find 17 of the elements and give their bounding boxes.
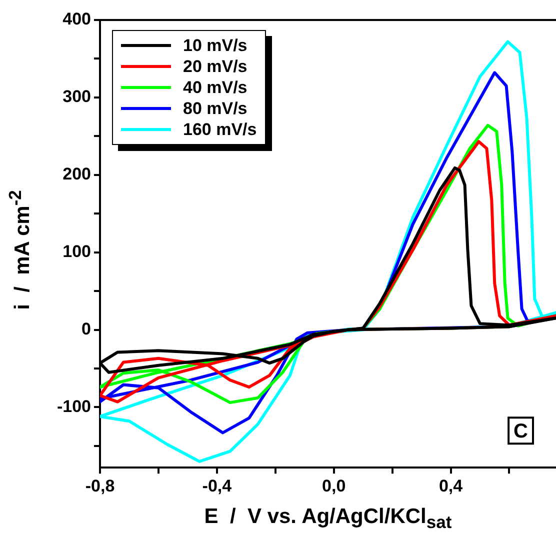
legend-label: 20 mV/s (183, 56, 248, 76)
y-tick-label: -100 (56, 396, 91, 416)
x-tick-label: -0,8 (85, 476, 115, 496)
x-tick-label: 0,4 (438, 476, 464, 496)
y-tick-label: 200 (62, 164, 91, 184)
legend-label: 40 mV/s (183, 78, 248, 98)
x-axis-title: E / V vs. Ag/AgCl/KCl$_{sat}$ (203, 505, 453, 534)
x-tick-label: 0,0 (322, 476, 346, 496)
x-tick-label: -0,4 (202, 476, 232, 496)
y-tick-label: 300 (62, 87, 91, 106)
y-tick-label: 0 (82, 319, 91, 338)
annotation: C (514, 420, 528, 443)
legend-label: 10 mV/s (183, 36, 248, 56)
y-tick-label: 100 (62, 242, 91, 262)
y-tick-label: 400 (62, 10, 91, 29)
legend-label: 80 mV/s (183, 98, 248, 118)
legend-label: 160 mV/s (183, 120, 257, 140)
